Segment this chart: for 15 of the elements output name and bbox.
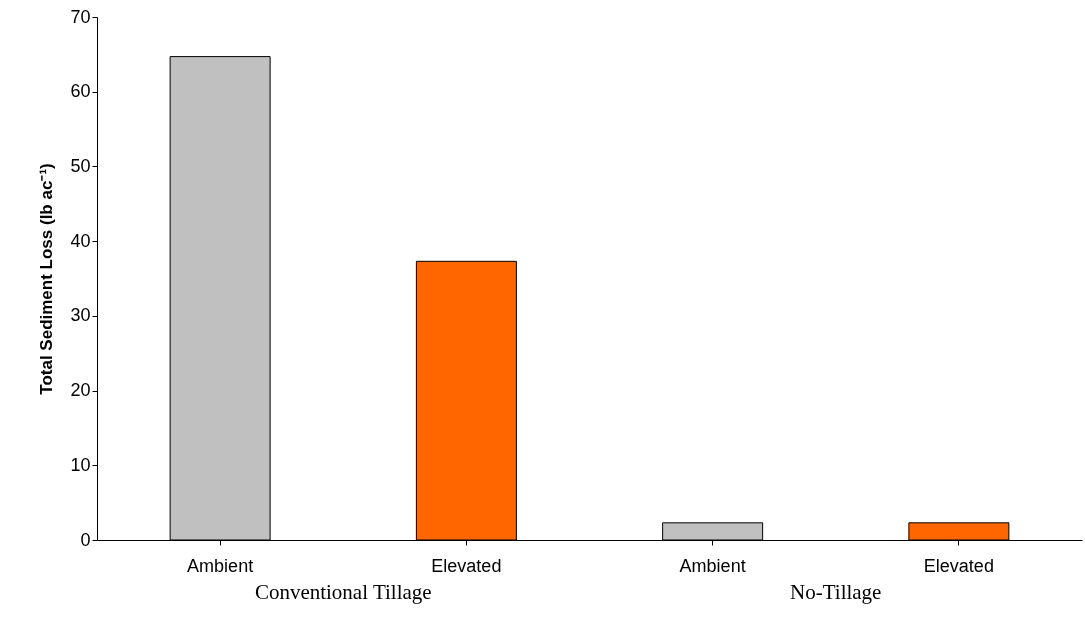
text: Conventional Tillage (254, 580, 432, 604)
x-tick-label: Elevated (923, 555, 994, 576)
y-tick-label: 50 (70, 155, 91, 176)
x-tick-label: Elevated (431, 555, 502, 576)
text: No-Tillage (790, 580, 882, 604)
y-tick-label: 10 (70, 454, 91, 475)
x-tick-label: Ambient (187, 555, 254, 576)
y-tick-label: 60 (70, 81, 91, 102)
y-tick-label: 30 (70, 305, 91, 326)
y-tick-label: 0 (80, 529, 91, 550)
x-tick-label: Ambient (679, 555, 746, 576)
y-tick-label: 20 (70, 380, 91, 401)
y-axis-title: Total Sediment Loss (lb ac⁻¹) (37, 163, 57, 395)
y-tick-label: 70 (70, 6, 91, 27)
y-tick-label: 40 (70, 230, 91, 251)
